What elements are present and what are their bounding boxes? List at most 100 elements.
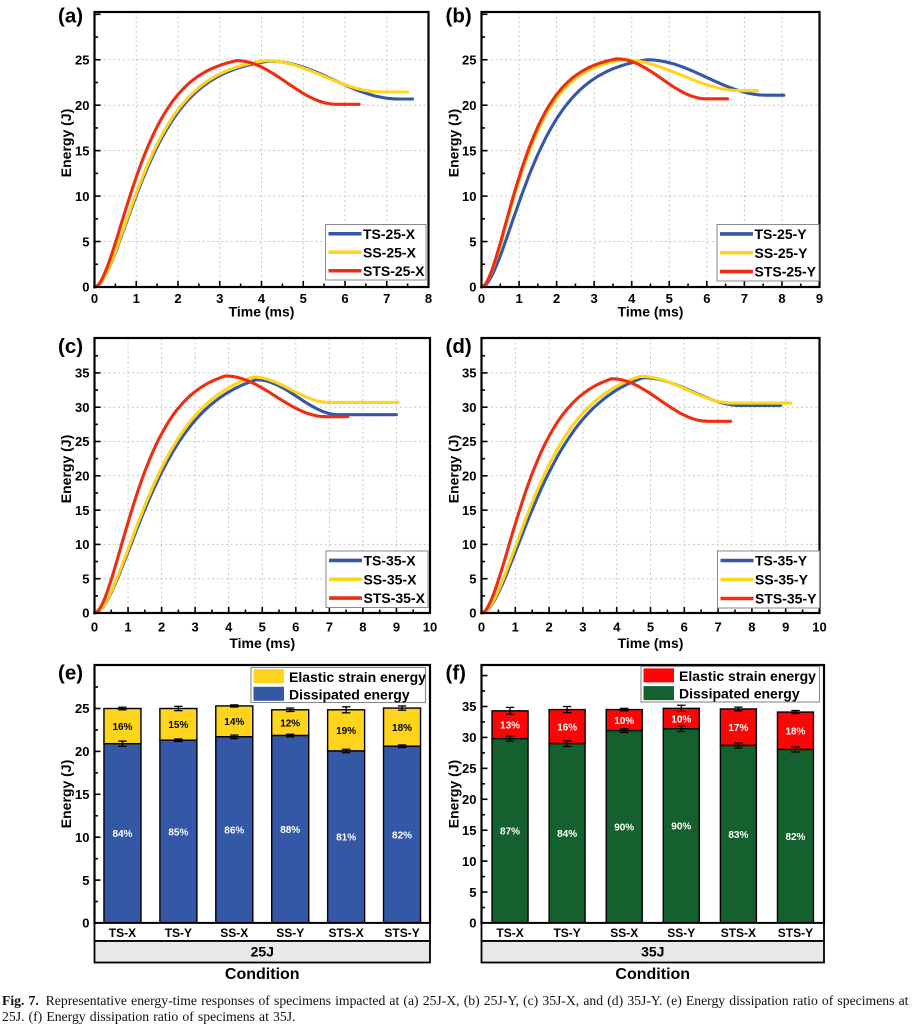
svg-text:4: 4 (225, 620, 233, 635)
svg-text:TS-X: TS-X (496, 926, 523, 940)
svg-text:2: 2 (545, 620, 552, 635)
svg-text:7: 7 (326, 620, 333, 635)
svg-text:Elastic strain energy: Elastic strain energy (679, 668, 816, 684)
svg-text:1: 1 (124, 620, 131, 635)
svg-text:15%: 15% (168, 720, 188, 731)
svg-text:0: 0 (478, 291, 485, 306)
svg-text:Elastic strain energy: Elastic strain energy (289, 669, 426, 685)
svg-text:SS-Y: SS-Y (276, 926, 304, 940)
svg-text:10: 10 (462, 537, 476, 552)
svg-text:SS-25-Y: SS-25-Y (755, 245, 809, 261)
svg-text:0: 0 (469, 606, 476, 621)
svg-text:2: 2 (553, 291, 560, 306)
svg-text:0: 0 (82, 916, 89, 931)
svg-text:15: 15 (462, 503, 476, 518)
svg-text:35: 35 (462, 366, 476, 381)
svg-text:10: 10 (462, 854, 476, 869)
svg-text:SS-Y: SS-Y (667, 926, 695, 940)
svg-text:7: 7 (714, 620, 721, 635)
svg-text:Energy (J): Energy (J) (446, 760, 462, 828)
svg-text:(b): (b) (446, 5, 472, 28)
svg-text:35: 35 (75, 366, 89, 381)
svg-text:TS-25-X: TS-25-X (363, 226, 416, 242)
svg-text:90%: 90% (614, 823, 634, 834)
svg-text:(e): (e) (58, 662, 83, 685)
svg-text:30: 30 (75, 400, 89, 415)
svg-text:Condition: Condition (615, 966, 690, 983)
svg-text:6: 6 (292, 620, 299, 635)
svg-text:3: 3 (192, 620, 199, 635)
svg-text:TS-35-Y: TS-35-Y (755, 553, 808, 569)
svg-text:(f): (f) (446, 662, 466, 685)
svg-text:25: 25 (75, 52, 89, 67)
svg-text:2: 2 (174, 291, 181, 306)
svg-text:5: 5 (666, 291, 673, 306)
svg-text:20: 20 (75, 98, 89, 113)
svg-text:6: 6 (703, 291, 710, 306)
svg-text:STS-X: STS-X (721, 926, 756, 940)
svg-text:STS-35-Y: STS-35-Y (755, 591, 817, 607)
svg-text:10: 10 (75, 537, 89, 552)
svg-text:Time (ms): Time (ms) (229, 635, 295, 651)
svg-text:35J: 35J (641, 944, 664, 960)
svg-text:4: 4 (628, 291, 636, 306)
svg-text:30: 30 (462, 400, 476, 415)
svg-text:84%: 84% (557, 829, 577, 840)
svg-text:9: 9 (782, 620, 789, 635)
svg-text:82%: 82% (785, 832, 805, 843)
svg-text:20: 20 (462, 792, 476, 807)
svg-text:16%: 16% (112, 722, 132, 733)
svg-text:5: 5 (469, 571, 476, 586)
svg-text:30: 30 (462, 730, 476, 745)
svg-text:SS-35-X: SS-35-X (364, 571, 418, 587)
svg-text:35: 35 (462, 699, 476, 714)
svg-text:(c): (c) (58, 335, 83, 358)
svg-text:5: 5 (469, 885, 476, 900)
svg-text:6: 6 (681, 620, 688, 635)
svg-text:9: 9 (816, 291, 823, 306)
svg-text:7: 7 (383, 291, 390, 306)
svg-text:16%: 16% (557, 722, 577, 733)
svg-text:5: 5 (82, 873, 89, 888)
svg-text:TS-X: TS-X (109, 926, 136, 940)
svg-text:Time (ms): Time (ms) (618, 304, 684, 320)
svg-text:85%: 85% (168, 827, 188, 838)
svg-text:5: 5 (82, 571, 89, 586)
svg-text:TS-25-Y: TS-25-Y (755, 226, 808, 242)
svg-text:25: 25 (462, 52, 476, 67)
svg-text:Time (ms): Time (ms) (618, 635, 684, 651)
svg-text:15: 15 (75, 503, 89, 518)
svg-text:TS-35-X: TS-35-X (364, 552, 417, 568)
svg-text:5: 5 (469, 234, 476, 249)
svg-text:25: 25 (462, 761, 476, 776)
svg-text:7: 7 (741, 291, 748, 306)
svg-text:25: 25 (462, 434, 476, 449)
svg-text:STS-Y: STS-Y (778, 926, 813, 940)
svg-text:SS-35-Y: SS-35-Y (755, 572, 809, 588)
svg-text:Energy (J): Energy (J) (58, 109, 74, 177)
svg-text:5: 5 (300, 291, 307, 306)
svg-text:9: 9 (393, 620, 400, 635)
svg-text:8: 8 (778, 291, 785, 306)
svg-text:TS-Y: TS-Y (553, 926, 580, 940)
svg-text:12%: 12% (280, 718, 300, 729)
svg-text:10: 10 (75, 830, 89, 845)
svg-text:15: 15 (462, 143, 476, 158)
svg-text:3: 3 (591, 291, 598, 306)
svg-text:TS-Y: TS-Y (165, 926, 192, 940)
svg-text:SS-X: SS-X (610, 926, 638, 940)
svg-text:(d): (d) (446, 335, 472, 358)
svg-text:2: 2 (158, 620, 165, 635)
svg-text:15: 15 (75, 787, 89, 802)
svg-text:0: 0 (91, 620, 98, 635)
svg-text:STS-35-X: STS-35-X (364, 590, 426, 606)
svg-text:20: 20 (462, 98, 476, 113)
svg-text:Energy (J): Energy (J) (58, 760, 74, 828)
svg-text:Dissipated energy: Dissipated energy (679, 686, 800, 702)
svg-text:20: 20 (462, 469, 476, 484)
svg-text:88%: 88% (280, 825, 300, 836)
svg-text:Energy (J): Energy (J) (446, 109, 462, 177)
svg-text:SS-X: SS-X (220, 926, 248, 940)
svg-text:87%: 87% (500, 827, 520, 838)
svg-text:82%: 82% (392, 830, 412, 841)
